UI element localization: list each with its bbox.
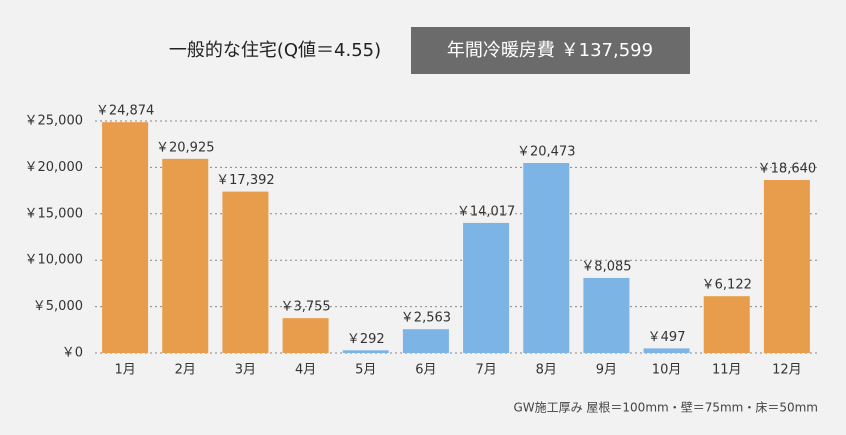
bar bbox=[583, 277, 630, 353]
x-tick-label: 1月 bbox=[114, 363, 135, 378]
x-tick-label: 4月 bbox=[295, 363, 316, 378]
value-label: ￥292 bbox=[347, 332, 385, 347]
x-tick-label: 10月 bbox=[652, 363, 682, 378]
summary-box bbox=[411, 27, 690, 74]
x-tick-label: 3月 bbox=[235, 363, 256, 378]
y-tick-label: ￥15,000 bbox=[25, 206, 84, 221]
bar bbox=[763, 180, 810, 353]
x-tick-label: 9月 bbox=[596, 363, 617, 378]
bar bbox=[703, 296, 750, 353]
value-label: ￥20,473 bbox=[517, 145, 576, 160]
bar bbox=[523, 163, 570, 353]
summary: 年間冷暖房費 ￥137,599 bbox=[447, 40, 653, 61]
bar bbox=[282, 318, 329, 353]
value-label: ￥18,640 bbox=[758, 162, 817, 177]
bar bbox=[643, 348, 690, 353]
value-label: ￥3,755 bbox=[280, 300, 330, 315]
footnote: GW施工厚み 屋根＝100mm・壁＝75mm・床＝50mm bbox=[513, 400, 818, 415]
y-tick-label: ￥5,000 bbox=[33, 299, 83, 314]
value-label: ￥497 bbox=[648, 330, 686, 345]
x-tick-label: 6月 bbox=[415, 363, 436, 378]
value-label: ￥20,925 bbox=[156, 140, 215, 155]
value-label: ￥8,085 bbox=[581, 259, 631, 274]
x-tick-label: 8月 bbox=[536, 363, 557, 378]
x-tick-label: 12月 bbox=[772, 363, 802, 378]
bar bbox=[342, 350, 389, 353]
y-tick-label: ￥0 bbox=[62, 346, 83, 361]
x-tick-label: 2月 bbox=[175, 363, 196, 378]
bar bbox=[162, 158, 209, 353]
bar bbox=[222, 191, 269, 353]
bar bbox=[463, 222, 510, 353]
chart-title: 一般的な住宅(Q値＝4.55) bbox=[169, 40, 381, 61]
x-tick-label: 5月 bbox=[355, 363, 376, 378]
value-label: ￥2,563 bbox=[401, 311, 451, 326]
y-tick-label: ￥20,000 bbox=[25, 160, 84, 175]
y-tick-label: ￥10,000 bbox=[25, 253, 84, 268]
value-label: ￥17,392 bbox=[216, 173, 275, 188]
x-tick-label: 7月 bbox=[475, 363, 496, 378]
x-tick-label: 11月 bbox=[712, 363, 742, 378]
bar bbox=[402, 329, 449, 353]
value-label: ￥24,874 bbox=[96, 104, 155, 119]
y-tick-label: ￥25,000 bbox=[25, 114, 84, 129]
value-label: ￥14,017 bbox=[457, 204, 516, 219]
bar bbox=[102, 122, 149, 353]
value-label: ￥6,122 bbox=[702, 278, 752, 293]
